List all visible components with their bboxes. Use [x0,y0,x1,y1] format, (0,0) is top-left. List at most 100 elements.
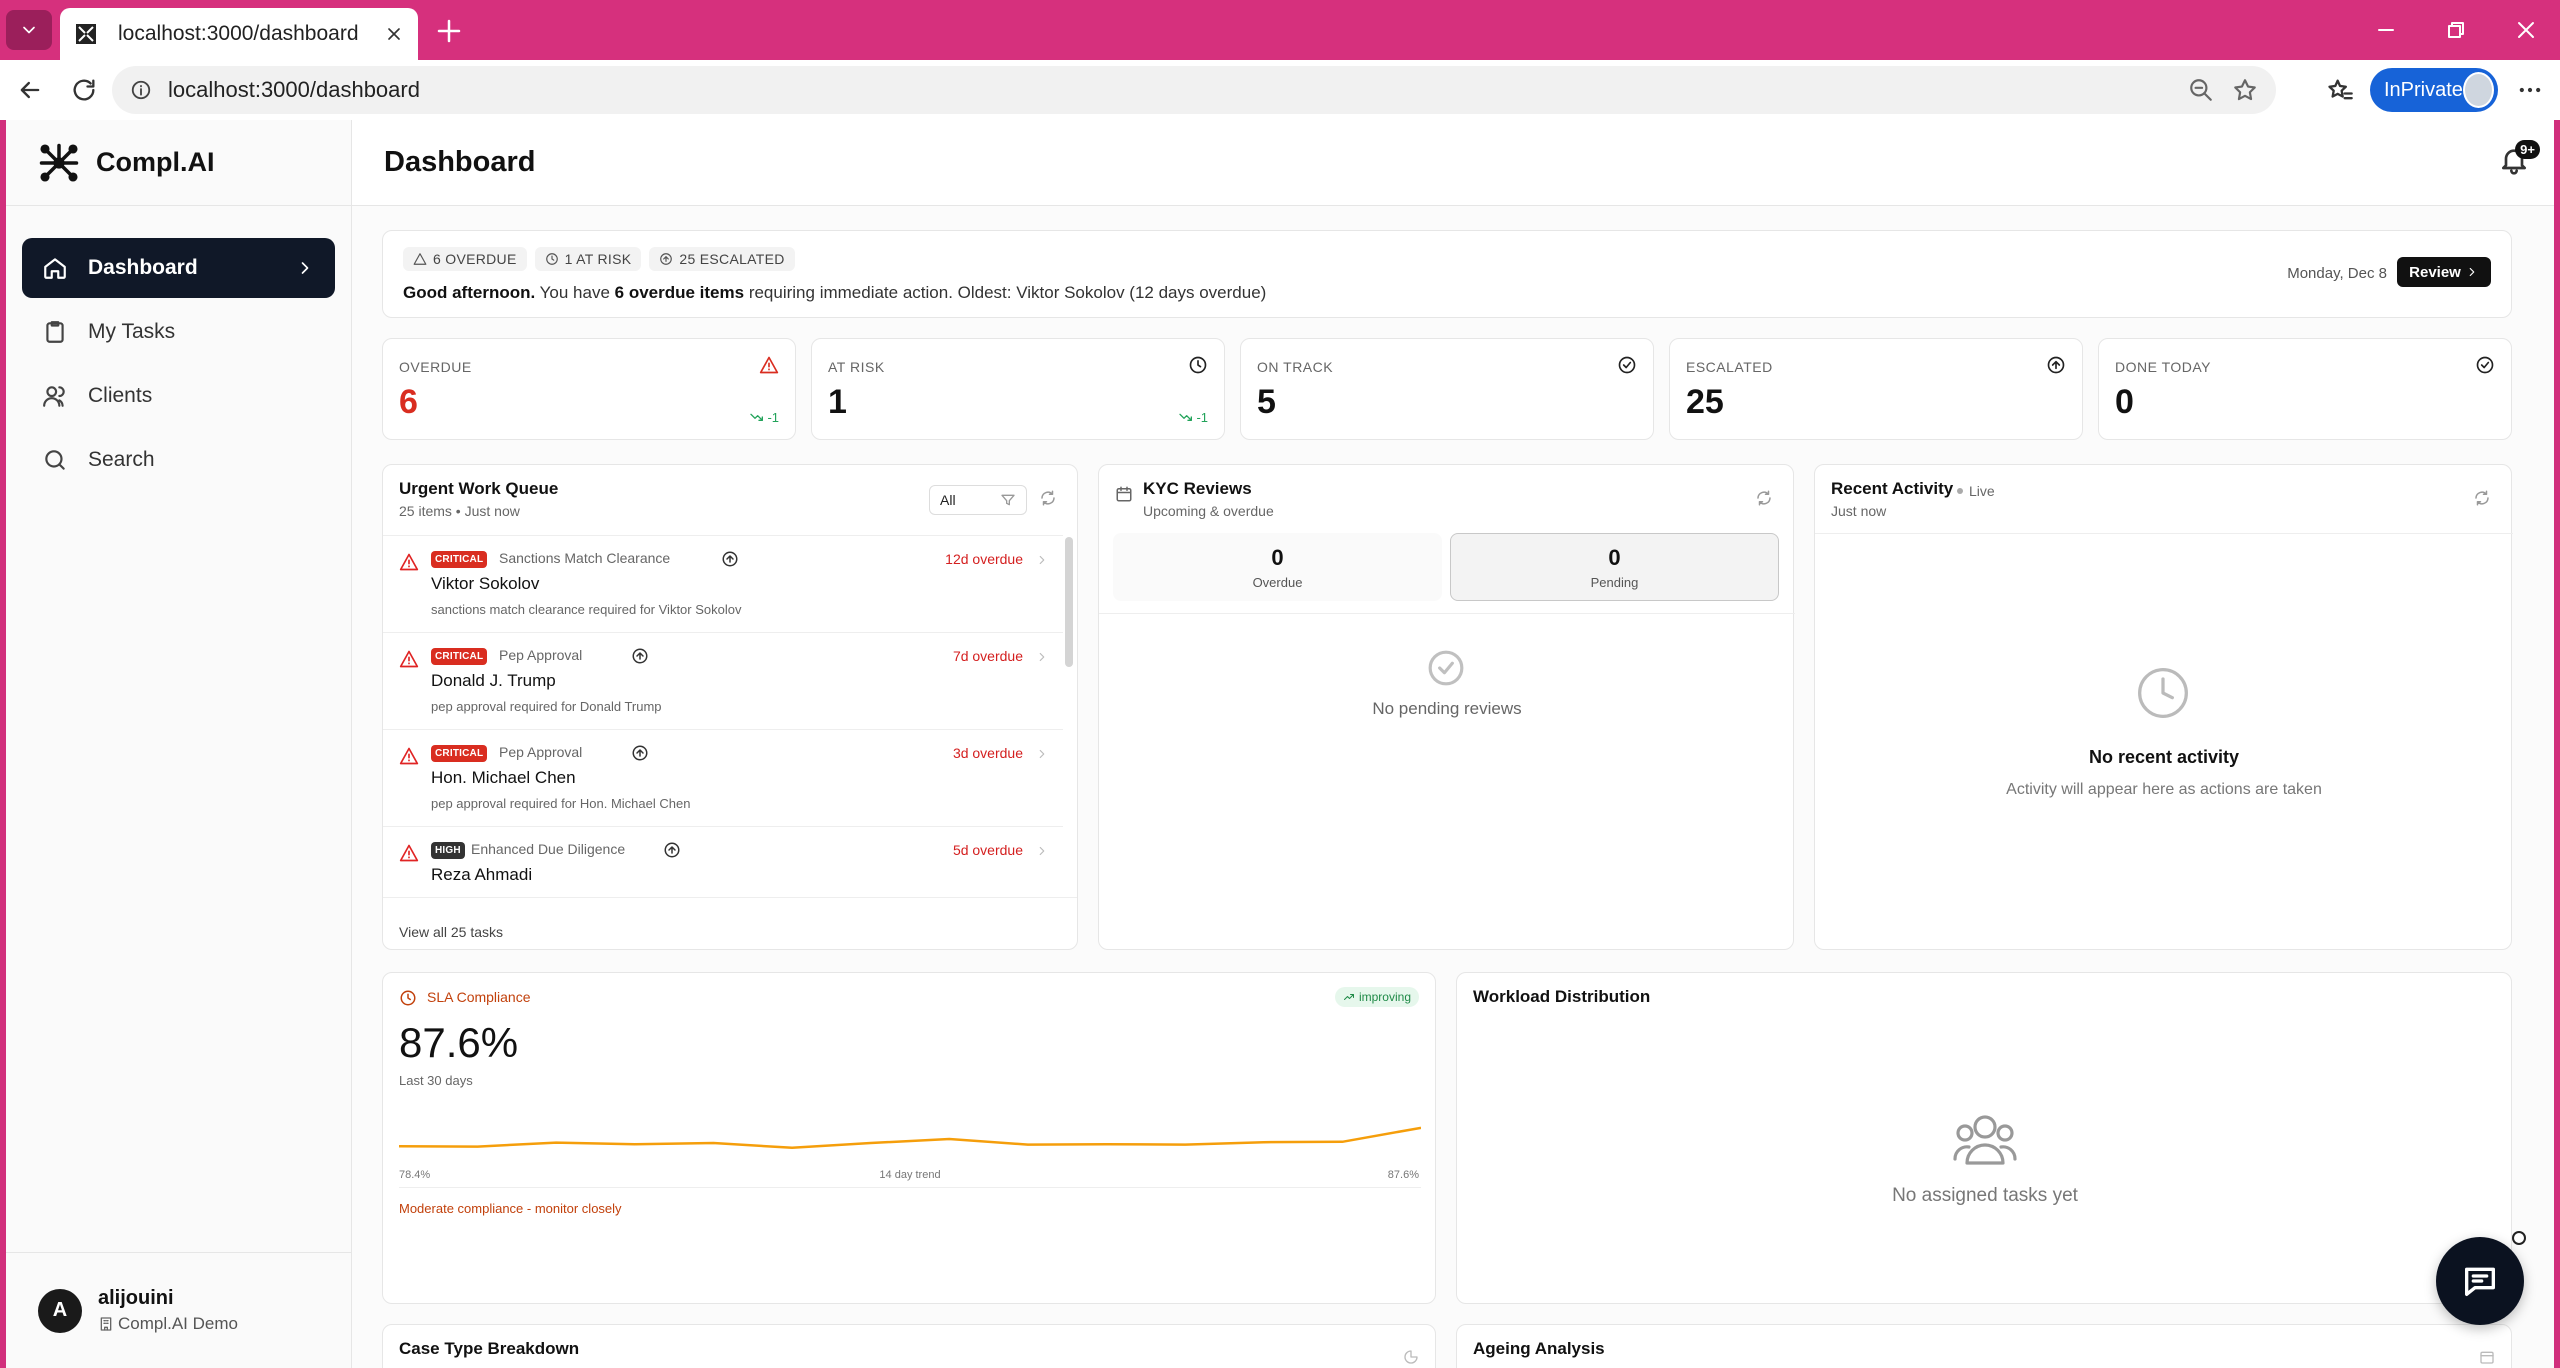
chevron-right-icon [2469,267,2475,277]
sidebar-item-label: Dashboard [88,256,198,279]
sidebar-item-label: Clients [88,384,153,407]
escalate-icon [632,648,648,664]
chevron-right-icon [1039,652,1045,662]
queue-item[interactable]: CRITICAL Pep Approval Donald J. Trump pe… [383,633,1063,730]
stat-card-on-track[interactable]: ON TRACK 5 [1240,338,1654,440]
stat-value: 1 [828,383,847,421]
check-circle-icon [1428,650,1464,686]
kyc-count: 0 [1608,544,1621,570]
inprivate-button[interactable]: InPrivate [2370,68,2498,112]
clock-icon [2138,668,2188,718]
task-type: Sanctions Match Clearance [499,550,671,566]
task-description: pep approval required for Donald Trump [431,699,662,714]
zoom-icon[interactable] [2188,77,2214,103]
priority-badge: CRITICAL [431,648,488,665]
refresh-icon[interactable] [70,76,98,104]
clock-icon [400,990,416,1006]
stat-card-escalated[interactable]: ESCALATED 25 [1669,338,2083,440]
alert-msg-a: You have [535,283,615,302]
due-status: 5d overdue [952,842,1023,858]
brand[interactable]: Compl.AI [6,120,351,206]
empty-state-title: No recent activity [2088,747,2240,767]
close-icon[interactable] [384,24,404,44]
page-header: Dashboard 9+ [352,120,2554,206]
pill-label: 25 ESCALATED [679,251,785,267]
stat-card-overdue[interactable]: OVERDUE 6 -1 [382,338,796,440]
star-icon[interactable] [2232,77,2258,103]
overdue-pill[interactable]: 6 OVERDUE [403,247,527,271]
panel-subtitle: 25 items • Just now [399,503,520,519]
panel-title: KYC Reviews [1143,479,1252,498]
stat-card-done-today[interactable]: DONE TODAY 0 [2098,338,2512,440]
sidebar-item-search[interactable]: Search [22,430,335,490]
restore-icon[interactable] [2444,18,2468,42]
queue-item[interactable]: CRITICAL Sanctions Match Clearance Vikto… [383,536,1063,633]
favorites-icon[interactable] [2326,76,2354,104]
info-icon[interactable] [130,79,152,101]
refresh-icon[interactable] [1039,489,1057,507]
more-options-icon[interactable] [2516,76,2544,104]
task-type: Pep Approval [499,744,583,760]
queue-scrollbar[interactable] [1065,537,1073,667]
stat-label: OVERDUE [399,359,472,375]
browser-tab[interactable]: localhost:3000/dashboard [60,8,418,60]
at-risk-pill[interactable]: 1 AT RISK [534,247,642,271]
search-icon [45,450,65,470]
sidebar-item-dashboard[interactable]: Dashboard [22,238,335,298]
ageing-analysis-card: Ageing Analysis [1456,1324,2512,1368]
chevron-right-icon [1039,555,1045,565]
stat-card-at-risk[interactable]: AT RISK 1 -1 [811,338,1225,440]
refresh-icon[interactable] [1755,489,1773,507]
trend-mid-label: 14 day trend [879,1169,941,1181]
user-org-label: Compl.AI Demo [118,1314,238,1333]
queue-filter-select[interactable]: All [929,485,1027,515]
sidebar-item-my-tasks[interactable]: My Tasks [22,302,335,362]
compliance-note: Moderate compliance - monitor closely [399,1201,622,1216]
back-arrow-icon[interactable] [16,76,44,104]
user-org: Compl.AI Demo [98,1314,238,1334]
priority-badge: HIGH [431,842,465,859]
user-profile[interactable]: A alijouini Compl.AI Demo [6,1252,352,1368]
view-all-tasks-link[interactable]: View all 25 tasks [383,897,1077,949]
window-close-icon[interactable] [2514,18,2538,42]
task-description: sanctions match clearance required for V… [431,602,742,617]
kyc-tab-overdue[interactable]: 0 Overdue [1113,533,1442,601]
queue-item[interactable]: HIGH Enhanced Due Diligence Reza Ahmadi … [383,827,1063,897]
stat-label: DONE TODAY [2115,359,2212,375]
minimize-icon[interactable] [2374,18,2398,42]
team-icon [1953,1115,2017,1165]
alert-message: Good afternoon. You have 6 overdue items… [403,283,1266,303]
panel-subtitle: Upcoming & overdue [1143,503,1274,519]
check-circle-icon [2476,356,2494,374]
review-button[interactable]: Review [2397,257,2491,287]
task-type: Enhanced Due Diligence [471,841,626,857]
escalated-pill[interactable]: 25 ESCALATED [649,247,795,271]
chevron-right-icon [301,262,309,274]
sla-value: 87.6% [399,1019,519,1066]
user-name: alijouini [98,1287,174,1309]
warning-icon [759,356,779,374]
stat-value: 6 [399,383,418,421]
check-circle-icon [1618,356,1636,374]
address-bar[interactable]: localhost:3000/dashboard [112,66,2276,114]
kyc-tab-pending[interactable]: 0 Pending [1450,533,1779,601]
empty-state-text: No assigned tasks yet [1892,1185,2078,1206]
browser-toolbar: localhost:3000/dashboard InPrivate [0,60,2560,120]
trend-up-icon [1343,994,1354,1000]
new-tab-icon[interactable] [434,16,464,46]
trend-badge: improving [1334,987,1419,1007]
workload-distribution-card: Workload Distribution No assigned tasks … [1456,972,2512,1304]
tab-actions-menu-button[interactable] [6,10,52,50]
users-icon [43,386,65,407]
url-text[interactable]: localhost:3000/dashboard [168,77,420,102]
refresh-icon[interactable] [2473,489,2491,507]
queue-item[interactable]: CRITICAL Pep Approval Hon. Michael Chen … [383,730,1063,827]
sidebar-item-clients[interactable]: Clients [22,366,335,426]
chat-button[interactable] [2436,1237,2524,1325]
empty-state-text: No pending reviews [1372,699,1522,718]
alert-pills: 6 OVERDUE 1 AT RISK 25 ESCALATED [403,247,803,271]
notification-badge: 9+ [2515,140,2540,159]
escalate-icon [2047,356,2065,374]
clipboard-icon [46,321,64,343]
live-label: Live [1969,483,1995,499]
